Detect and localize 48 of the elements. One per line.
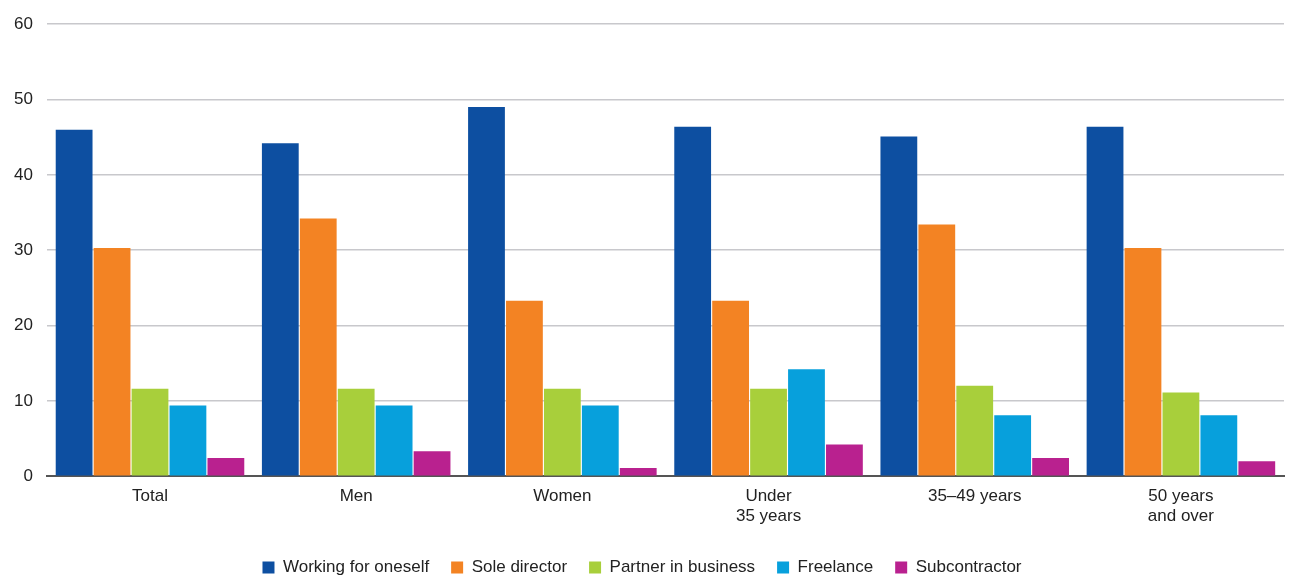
- x-tick-label: Total: [132, 486, 168, 506]
- legend-label: Sole director: [471, 557, 568, 577]
- bar: [880, 136, 918, 476]
- x-tick-label: Men: [339, 486, 373, 506]
- bar: [506, 300, 543, 476]
- legend-label: Partner in business: [609, 557, 756, 577]
- y-tick-label: 30: [13, 239, 33, 259]
- bar: [169, 405, 207, 476]
- y-tick-label: 40: [13, 164, 33, 184]
- bar: [1200, 415, 1238, 476]
- bar: [826, 444, 863, 476]
- bar: [543, 388, 581, 476]
- bar: [619, 467, 657, 476]
- bar: [788, 369, 825, 476]
- bar: [468, 107, 505, 476]
- legend-label: Freelance: [797, 557, 874, 577]
- y-tick-label: 10: [13, 390, 33, 410]
- x-tick-label: 50 years and over: [1147, 486, 1215, 526]
- bar: [207, 458, 245, 476]
- y-tick-label: 60: [13, 13, 33, 33]
- bar: [581, 405, 619, 476]
- bar: [1086, 126, 1124, 476]
- bar: [93, 247, 131, 476]
- bar: [956, 385, 994, 476]
- bar: [1238, 461, 1276, 476]
- x-tick-label: Under 35 years: [735, 486, 802, 526]
- bar: [375, 405, 413, 476]
- bar: [918, 224, 956, 476]
- legend-label: Working for oneself: [282, 557, 430, 577]
- x-tick-label: Women: [533, 486, 592, 506]
- bar: [131, 388, 169, 476]
- bar: [413, 451, 451, 476]
- x-tick-label: 35–49 years: [927, 486, 1022, 506]
- y-tick-label: 0: [23, 465, 33, 485]
- bar: [1124, 247, 1162, 476]
- bar: [674, 126, 712, 476]
- legend-label: Subcontractor: [915, 557, 1022, 577]
- bar: [750, 388, 787, 476]
- bar: [712, 300, 750, 476]
- bar: [299, 218, 337, 476]
- bar: [261, 143, 299, 476]
- bar: [1032, 458, 1069, 476]
- bar: [1162, 392, 1200, 476]
- bar: [994, 415, 1032, 476]
- y-tick-label: 50: [13, 89, 33, 109]
- bar: [55, 129, 93, 476]
- bar: [337, 388, 375, 476]
- y-tick-label: 20: [13, 315, 33, 335]
